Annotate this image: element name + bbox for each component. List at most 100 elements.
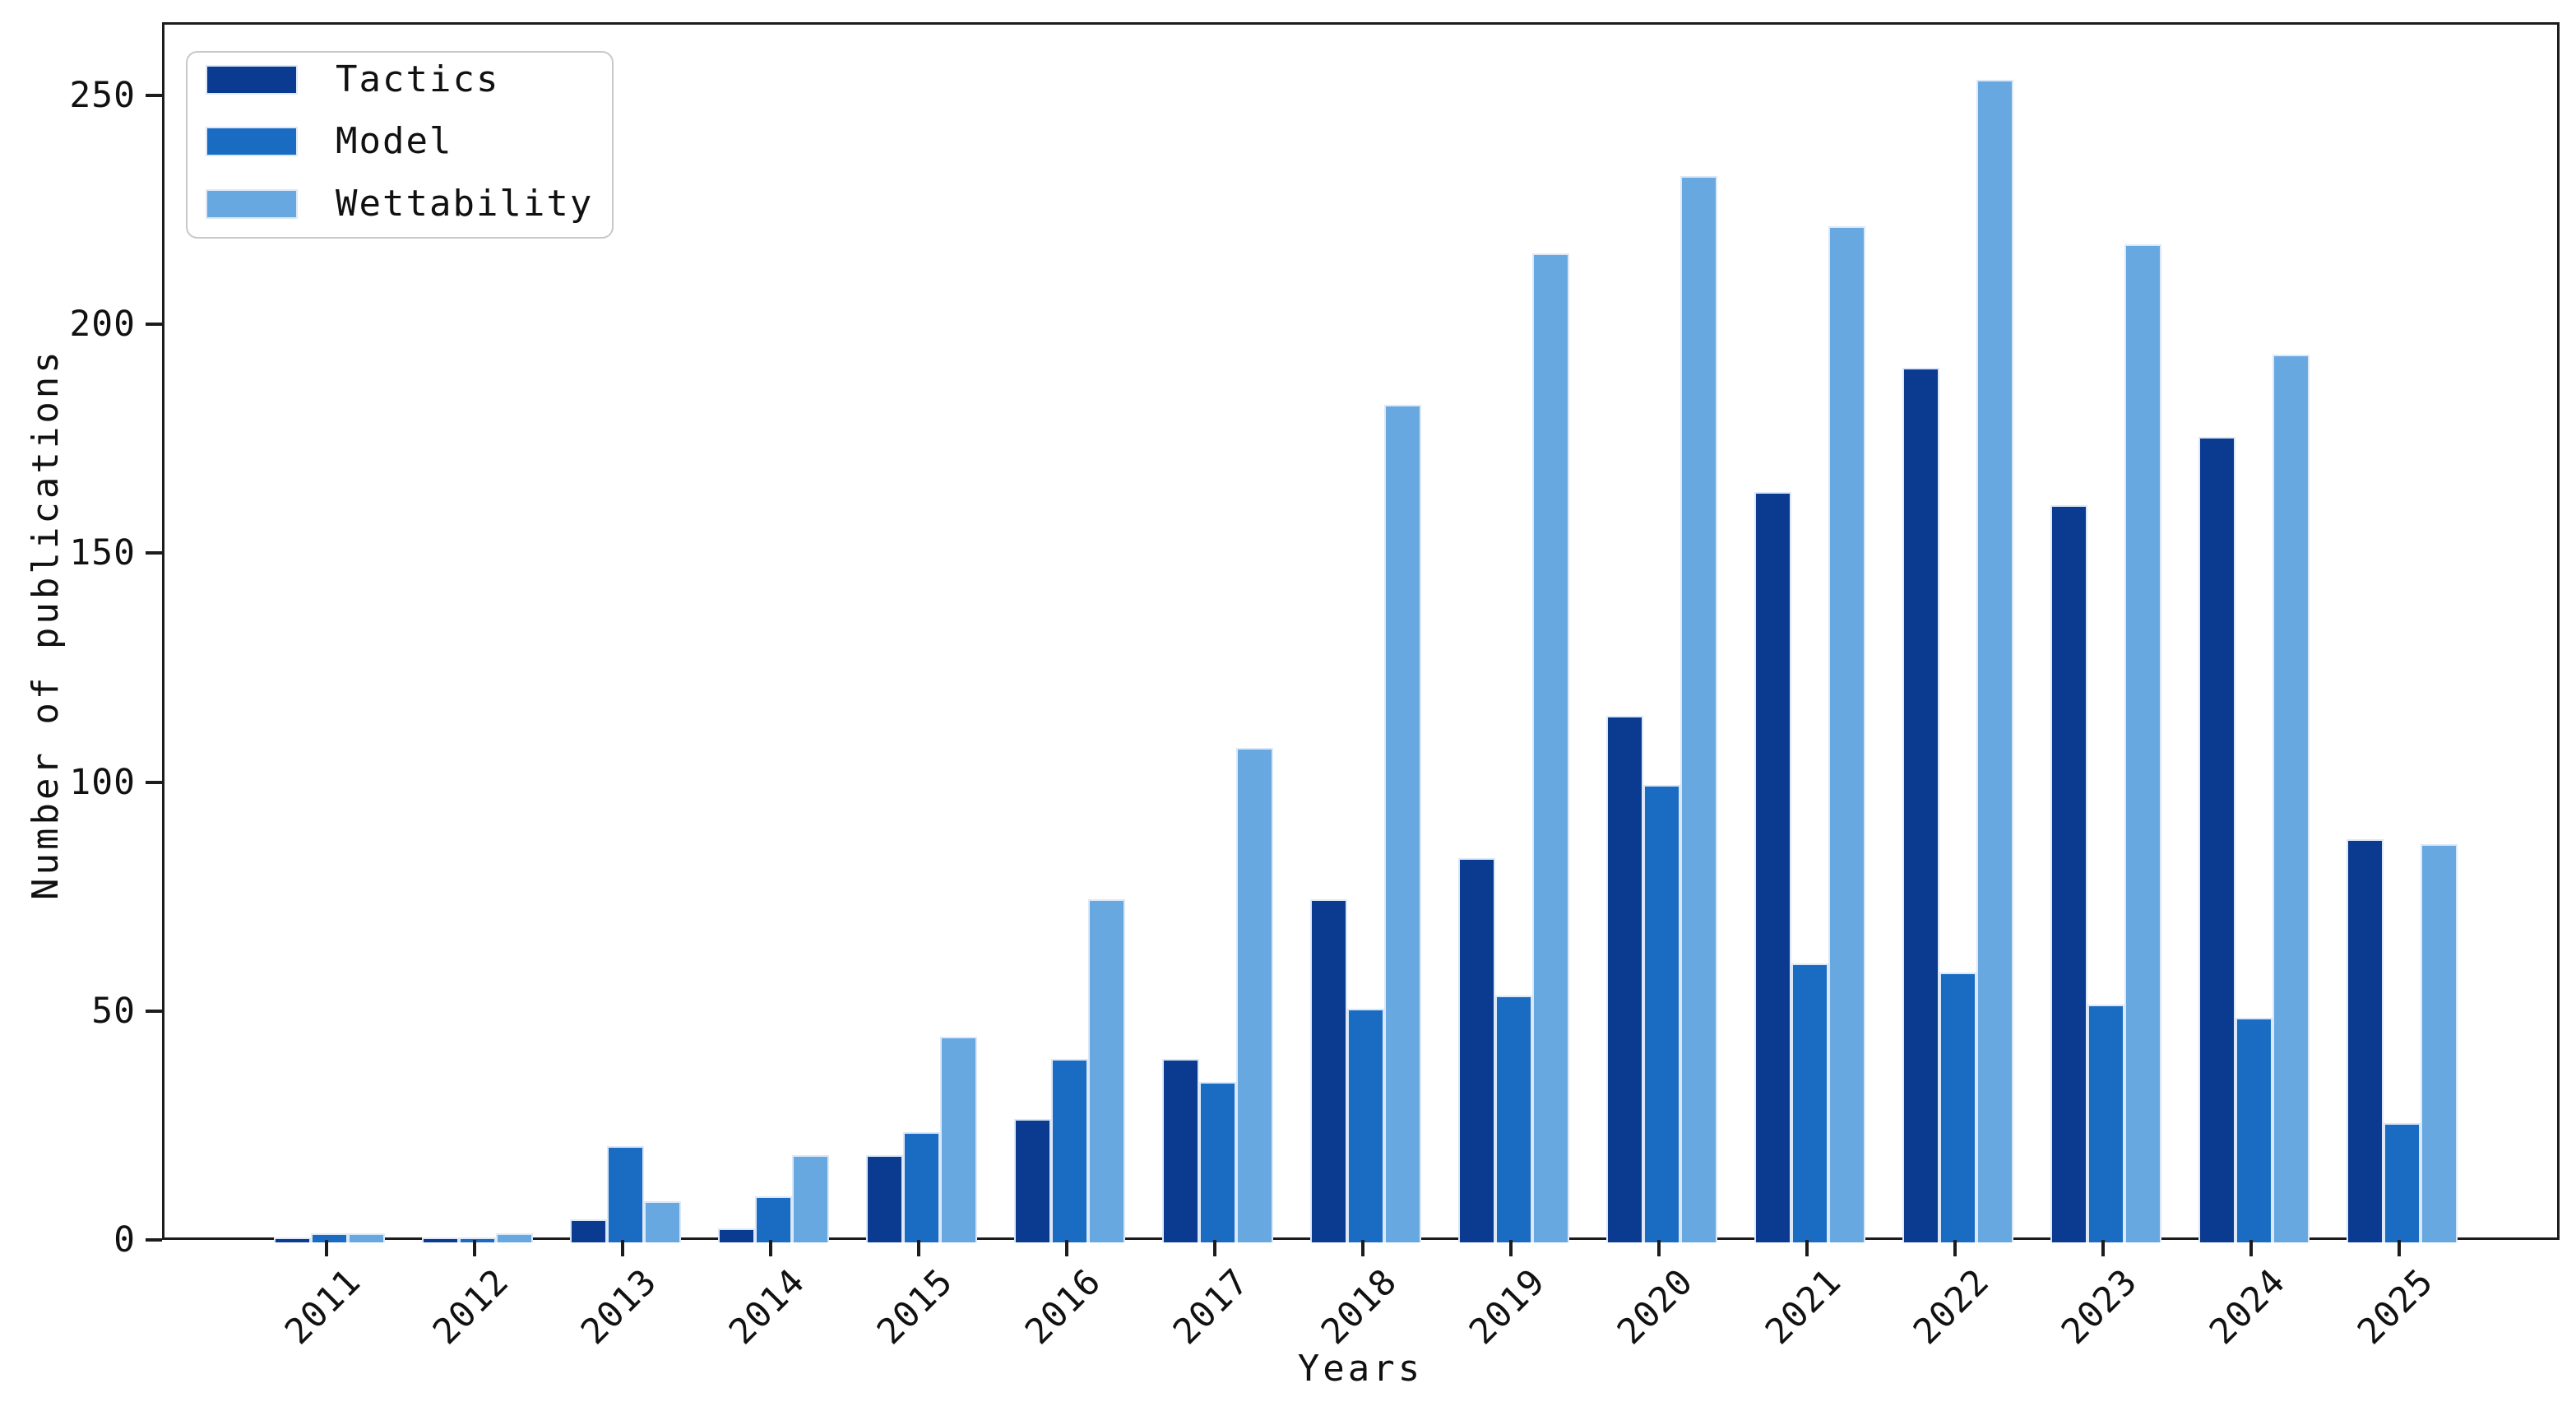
y-tick-label-200: 200 — [69, 304, 136, 345]
bar-tactics-2016 — [1014, 1119, 1051, 1242]
x-tick-label-2023: 2023 — [2054, 1260, 2146, 1353]
x-tick-label-2016: 2016 — [1017, 1260, 1110, 1353]
x-tick-label-2025: 2025 — [2350, 1260, 2442, 1353]
x-tick-2018 — [1361, 1240, 1364, 1256]
y-tick-250 — [146, 94, 162, 97]
x-tick-2016 — [1065, 1240, 1068, 1256]
x-tick-2015 — [917, 1240, 920, 1256]
legend: Tactics Model Wettability — [186, 51, 614, 239]
x-tick-label-2019: 2019 — [1462, 1260, 1554, 1353]
bar-tactics-2013 — [570, 1219, 607, 1242]
y-tick-label-100: 100 — [69, 762, 136, 803]
bar-tactics-2014 — [718, 1228, 755, 1242]
bar-tactics-2015 — [866, 1155, 903, 1242]
bar-tactics-2012 — [422, 1237, 459, 1242]
bar-model-2016 — [1051, 1059, 1088, 1242]
x-tick-2019 — [1509, 1240, 1513, 1256]
bar-model-2023 — [2087, 1005, 2124, 1242]
bar-tactics-2025 — [2347, 839, 2384, 1242]
x-tick-2017 — [1213, 1240, 1216, 1256]
x-tick-label-2021: 2021 — [1758, 1260, 1850, 1353]
y-axis-title: Number of publications — [25, 348, 67, 900]
bar-model-2015 — [903, 1132, 940, 1242]
bar-wettability-2015 — [940, 1037, 977, 1242]
legend-label-wettability: Wettability — [336, 183, 594, 225]
bar-tactics-2020 — [1606, 716, 1643, 1242]
bar-model-2021 — [1791, 963, 1828, 1242]
bar-wettability-2019 — [1532, 253, 1569, 1242]
legend-label-model: Model — [336, 120, 453, 162]
bar-model-2024 — [2235, 1018, 2273, 1242]
legend-swatch-wettability — [206, 189, 298, 219]
bar-tactics-2017 — [1162, 1059, 1199, 1242]
x-tick-2013 — [621, 1240, 624, 1256]
x-tick-2020 — [1657, 1240, 1661, 1256]
x-tick-2023 — [2101, 1240, 2105, 1256]
bar-model-2022 — [1939, 973, 1976, 1242]
bar-tactics-2018 — [1310, 899, 1347, 1242]
legend-swatch-model — [206, 127, 298, 156]
bar-wettability-2021 — [1828, 226, 1865, 1242]
x-tick-label-2015: 2015 — [869, 1260, 961, 1353]
bar-tactics-2022 — [1902, 368, 1939, 1242]
x-tick-2014 — [769, 1240, 772, 1256]
bar-wettability-2012 — [496, 1233, 533, 1242]
bar-wettability-2017 — [1236, 748, 1273, 1242]
x-tick-2025 — [2398, 1240, 2401, 1256]
x-tick-label-2024: 2024 — [2202, 1260, 2294, 1353]
x-tick-label-2022: 2022 — [1906, 1260, 1998, 1353]
bar-tactics-2021 — [1754, 492, 1791, 1242]
x-tick-label-2014: 2014 — [721, 1260, 813, 1353]
plot-area — [162, 22, 2560, 1242]
x-tick-2024 — [2249, 1240, 2253, 1256]
y-tick-50 — [146, 1010, 162, 1013]
bar-wettability-2016 — [1088, 899, 1125, 1242]
x-tick-label-2013: 2013 — [573, 1260, 665, 1353]
bar-model-2012 — [459, 1237, 496, 1242]
legend-swatch-tactics — [206, 65, 298, 95]
bar-tactics-2019 — [1458, 858, 1495, 1242]
legend-item-tactics: Tactics — [188, 58, 612, 104]
x-tick-label-2011: 2011 — [277, 1260, 369, 1353]
x-tick-label-2017: 2017 — [1165, 1260, 1258, 1353]
bar-wettability-2025 — [2421, 844, 2458, 1242]
bar-tactics-2024 — [2198, 437, 2235, 1242]
x-tick-2011 — [325, 1240, 328, 1256]
x-axis-title: Years — [1297, 1348, 1424, 1390]
x-tick-2021 — [1805, 1240, 1809, 1256]
x-tick-label-2018: 2018 — [1313, 1260, 1406, 1353]
x-tick-2022 — [1953, 1240, 1957, 1256]
bar-wettability-2014 — [792, 1155, 829, 1242]
bar-wettability-2018 — [1384, 405, 1421, 1242]
legend-item-model: Model — [188, 120, 612, 166]
bar-model-2013 — [607, 1146, 644, 1242]
x-tick-label-2020: 2020 — [1610, 1260, 1702, 1353]
bar-wettability-2023 — [2124, 244, 2161, 1242]
bar-wettability-2011 — [348, 1233, 385, 1242]
legend-label-tactics: Tactics — [336, 58, 500, 100]
bar-tactics-2011 — [274, 1237, 311, 1242]
bar-wettability-2013 — [644, 1201, 681, 1242]
bar-wettability-2024 — [2273, 355, 2310, 1242]
bar-model-2017 — [1199, 1082, 1236, 1242]
bar-model-2018 — [1347, 1009, 1384, 1242]
x-tick-label-2012: 2012 — [425, 1260, 517, 1353]
y-tick-label-50: 50 — [91, 991, 136, 1032]
bar-model-2020 — [1643, 785, 1680, 1242]
bar-model-2014 — [755, 1196, 792, 1242]
x-tick-2012 — [473, 1240, 476, 1256]
y-tick-label-250: 250 — [69, 75, 136, 116]
y-tick-label-0: 0 — [114, 1219, 136, 1260]
y-tick-200 — [146, 323, 162, 326]
y-tick-label-150: 150 — [69, 532, 136, 573]
bar-wettability-2020 — [1680, 176, 1717, 1242]
bar-model-2025 — [2384, 1123, 2421, 1242]
y-tick-0 — [146, 1238, 162, 1242]
bar-model-2019 — [1495, 996, 1532, 1242]
bar-tactics-2023 — [2050, 505, 2087, 1242]
y-tick-100 — [146, 781, 162, 784]
legend-item-wettability: Wettability — [188, 183, 612, 229]
y-tick-150 — [146, 551, 162, 555]
bar-model-2011 — [311, 1233, 348, 1242]
